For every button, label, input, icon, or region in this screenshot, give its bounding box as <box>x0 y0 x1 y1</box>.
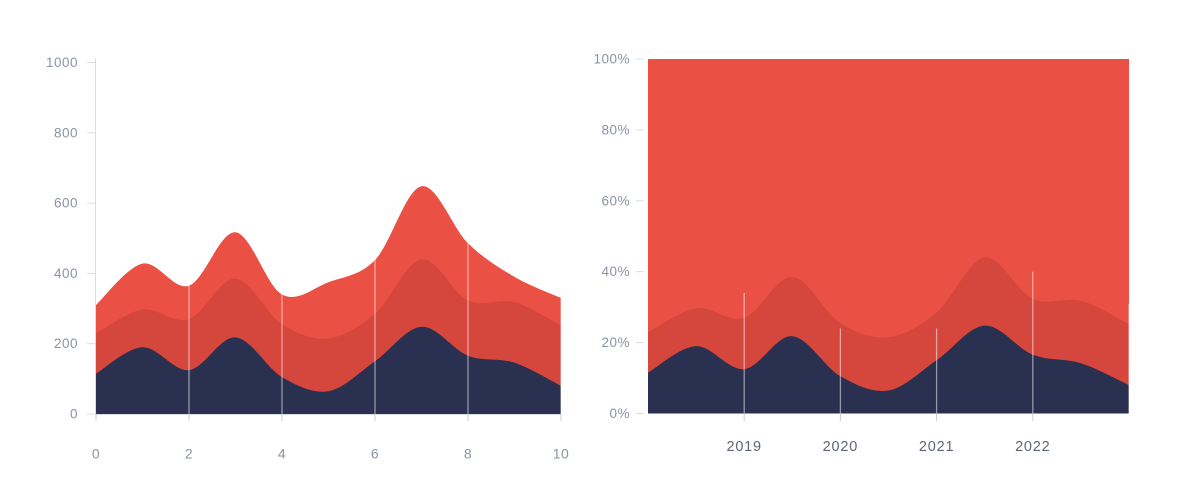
right-chart-x-axis-label: 2022 <box>1015 439 1050 455</box>
right-chart-y-axis-label: 80% <box>601 122 630 137</box>
right-chart-y-axis-label: 40% <box>601 264 630 279</box>
right-chart-y-axis-label: 0% <box>609 406 630 421</box>
left-chart-y-axis-label: 200 <box>54 336 78 351</box>
left-chart-y-axis-label: 800 <box>54 125 78 140</box>
left-chart-x-axis-label: 4 <box>278 446 286 462</box>
right-chart-y-axis-label: 20% <box>601 335 630 350</box>
right-chart-x-axis-label: 2019 <box>726 439 761 455</box>
right-chart-y-axis-label: 60% <box>601 193 630 208</box>
right-chart-y-axis-label: 100% <box>593 52 630 67</box>
left-chart-area-bottom <box>96 326 561 414</box>
right-chart-x-axis-label: 2021 <box>919 439 954 455</box>
left-chart-y-axis-label: 0 <box>70 407 78 422</box>
right-chart-area-bottom <box>648 325 1129 414</box>
right-chart-x-axis-label: 2020 <box>823 439 858 455</box>
left-chart-x-axis-label: 8 <box>464 446 472 462</box>
left-chart-group: 0 200 400 600 800 1000 0 2 4 6 8 10 <box>46 55 569 462</box>
left-chart-y-axis-label: 400 <box>54 266 78 281</box>
left-chart-x-axis-label: 10 <box>553 446 570 462</box>
right-chart-group: 0% 20% 40% 60% 80% 100% 2019 2020 2021 2022 <box>593 52 1130 455</box>
left-chart-y-axis-label: 600 <box>54 196 78 211</box>
left-chart-x-axis-label: 6 <box>371 446 379 462</box>
left-chart-x-axis-label: 2 <box>185 446 193 462</box>
left-chart-x-axis-label: 0 <box>92 446 100 462</box>
left-chart-y-axis-label: 1000 <box>46 55 78 70</box>
